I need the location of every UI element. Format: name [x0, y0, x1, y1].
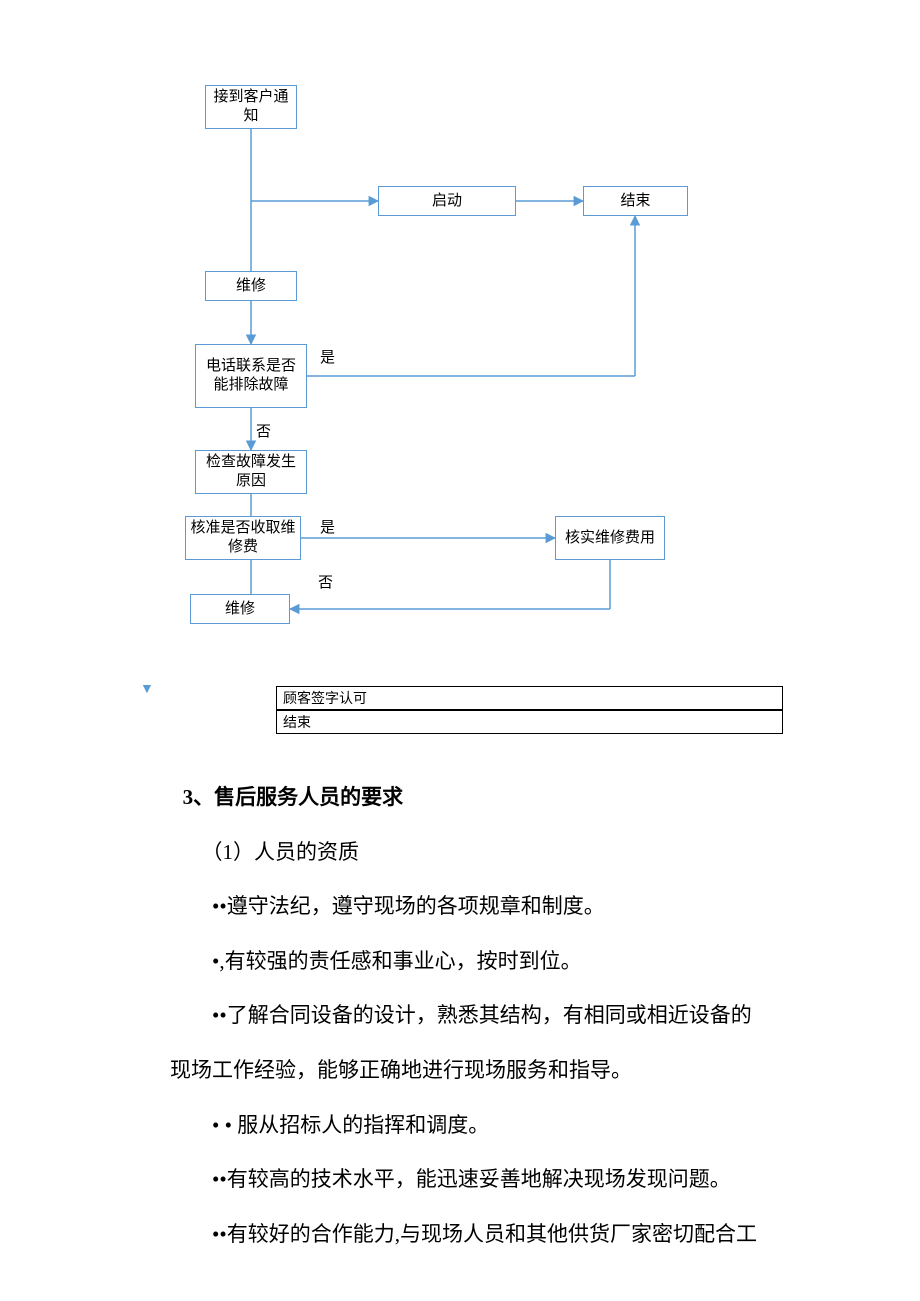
body-text: 3、售后服务人员的要求 （1）人员的资质 ••遵守法纪，遵守现场的各项规章和制度…: [170, 770, 780, 1261]
end-label: 结束: [283, 712, 311, 732]
bullet-5: ••有较高的技术水平，能迅速妥善地解决现场发现问题。: [170, 1152, 780, 1207]
flowchart-edges: [0, 0, 920, 700]
flow-node-n5: 电话联系是否能排除故障: [195, 344, 307, 408]
bullet-1: ••遵守法纪，遵守现场的各项规章和制度。: [170, 879, 780, 934]
flow-node-n8: 核实维修费用: [555, 516, 665, 560]
bullet-6: ••有较好的合作能力,与现场人员和其他供货厂家密切配合工: [170, 1207, 780, 1262]
edge-label-l3: 是: [320, 516, 335, 537]
edge-label-l4: 否: [318, 571, 333, 592]
signature-row: 顾客签字认可: [276, 686, 783, 710]
flow-node-n6: 检查故障发生原因: [195, 450, 307, 494]
flow-node-n1: 接到客户通知: [205, 85, 297, 129]
subsection: （1）人员的资质: [170, 825, 780, 880]
triangle-marker-icon: ▼: [140, 682, 154, 698]
bullet-4: • • 服从招标人的指挥和调度。: [170, 1098, 780, 1153]
signature-label: 顾客签字认可: [283, 688, 367, 708]
bullet-2: •,有较强的责任感和事业心，按时到位。: [170, 934, 780, 989]
edge-label-l1: 是: [320, 346, 335, 367]
flow-node-n9: 维修: [190, 594, 290, 624]
flowchart-region: 接到客户通知启动结束维修电话联系是否能排除故障检查故障发生原因核准是否收取维修费…: [0, 0, 920, 700]
flow-node-n2: 启动: [378, 186, 516, 216]
flow-node-n7: 核准是否收取维修费: [185, 516, 301, 560]
edge-label-l2: 否: [256, 420, 271, 441]
section-heading: 3、售后服务人员的要求: [170, 770, 780, 825]
flow-node-n4: 维修: [205, 271, 297, 301]
page: 接到客户通知启动结束维修电话联系是否能排除故障检查故障发生原因核准是否收取维修费…: [0, 0, 920, 1301]
bullet-3a: ••了解合同设备的设计，熟悉其结构，有相同或相近设备的: [170, 988, 780, 1043]
bullet-3b: 现场工作经验，能够正确地进行现场服务和指导。: [170, 1043, 780, 1098]
flow-node-n3: 结束: [583, 186, 688, 216]
end-row: 结束: [276, 710, 783, 734]
